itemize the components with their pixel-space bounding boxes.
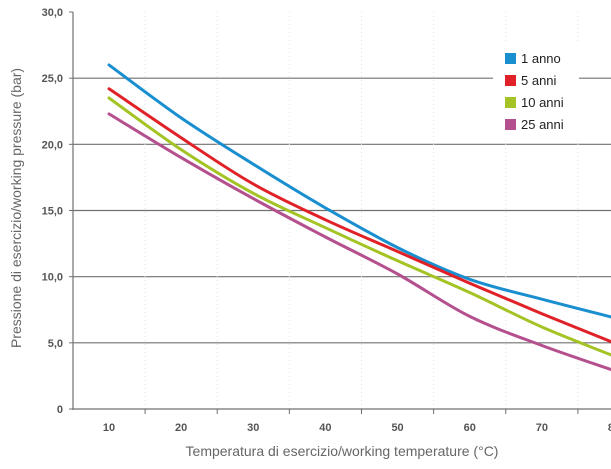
y-tick-label: 30,0: [42, 7, 63, 19]
axis-layer: 0 5,0 10,0 15,0 20,0 25,0 30,0 10 20 30 40 50 60 70 80: [42, 7, 611, 434]
legend: 1 anno 5 anni 10 anni 25 anni: [493, 43, 579, 139]
series-line-25-anni: [107, 112, 611, 372]
x-tick-label: 50: [391, 422, 403, 434]
y-tick-label: 15,0: [42, 206, 63, 218]
y-tick-label: 20,0: [42, 139, 63, 151]
y-tick-label: 10,0: [42, 272, 63, 284]
y-tick-label: 5,0: [48, 338, 63, 350]
y-axis-title: Pressione di esercizio/working pressure …: [8, 68, 24, 348]
y-tick-label: 0: [57, 404, 63, 416]
series-line-1-anno: [107, 63, 611, 319]
legend-label-5-anni: 5 anni: [521, 73, 557, 88]
series-layer: [107, 63, 611, 372]
legend-label-25-anni: 25 anni: [521, 117, 564, 132]
y-tick-label: 25,0: [42, 73, 63, 85]
grid-layer: [73, 12, 611, 409]
x-tick-label: 40: [319, 422, 331, 434]
legend-swatch-10-anni: [505, 97, 516, 108]
series-line-5-anni: [107, 87, 611, 344]
x-tick-label: 10: [103, 422, 115, 434]
legend-label-1-anno: 1 anno: [521, 51, 561, 66]
x-tick-label: 20: [175, 422, 187, 434]
x-tick-label: 80: [608, 422, 611, 434]
legend-swatch-1-anno: [505, 53, 516, 64]
legend-swatch-25-anni: [505, 119, 516, 130]
x-tick-label: 70: [536, 422, 548, 434]
legend-label-10-anni: 10 anni: [521, 95, 564, 110]
series-line-10-anni: [107, 96, 611, 357]
legend-swatch-5-anni: [505, 75, 516, 86]
x-tick-label: 30: [247, 422, 259, 434]
x-axis-title: Temperatura di esercizio/working tempera…: [186, 443, 499, 459]
x-tick-label: 60: [464, 422, 476, 434]
